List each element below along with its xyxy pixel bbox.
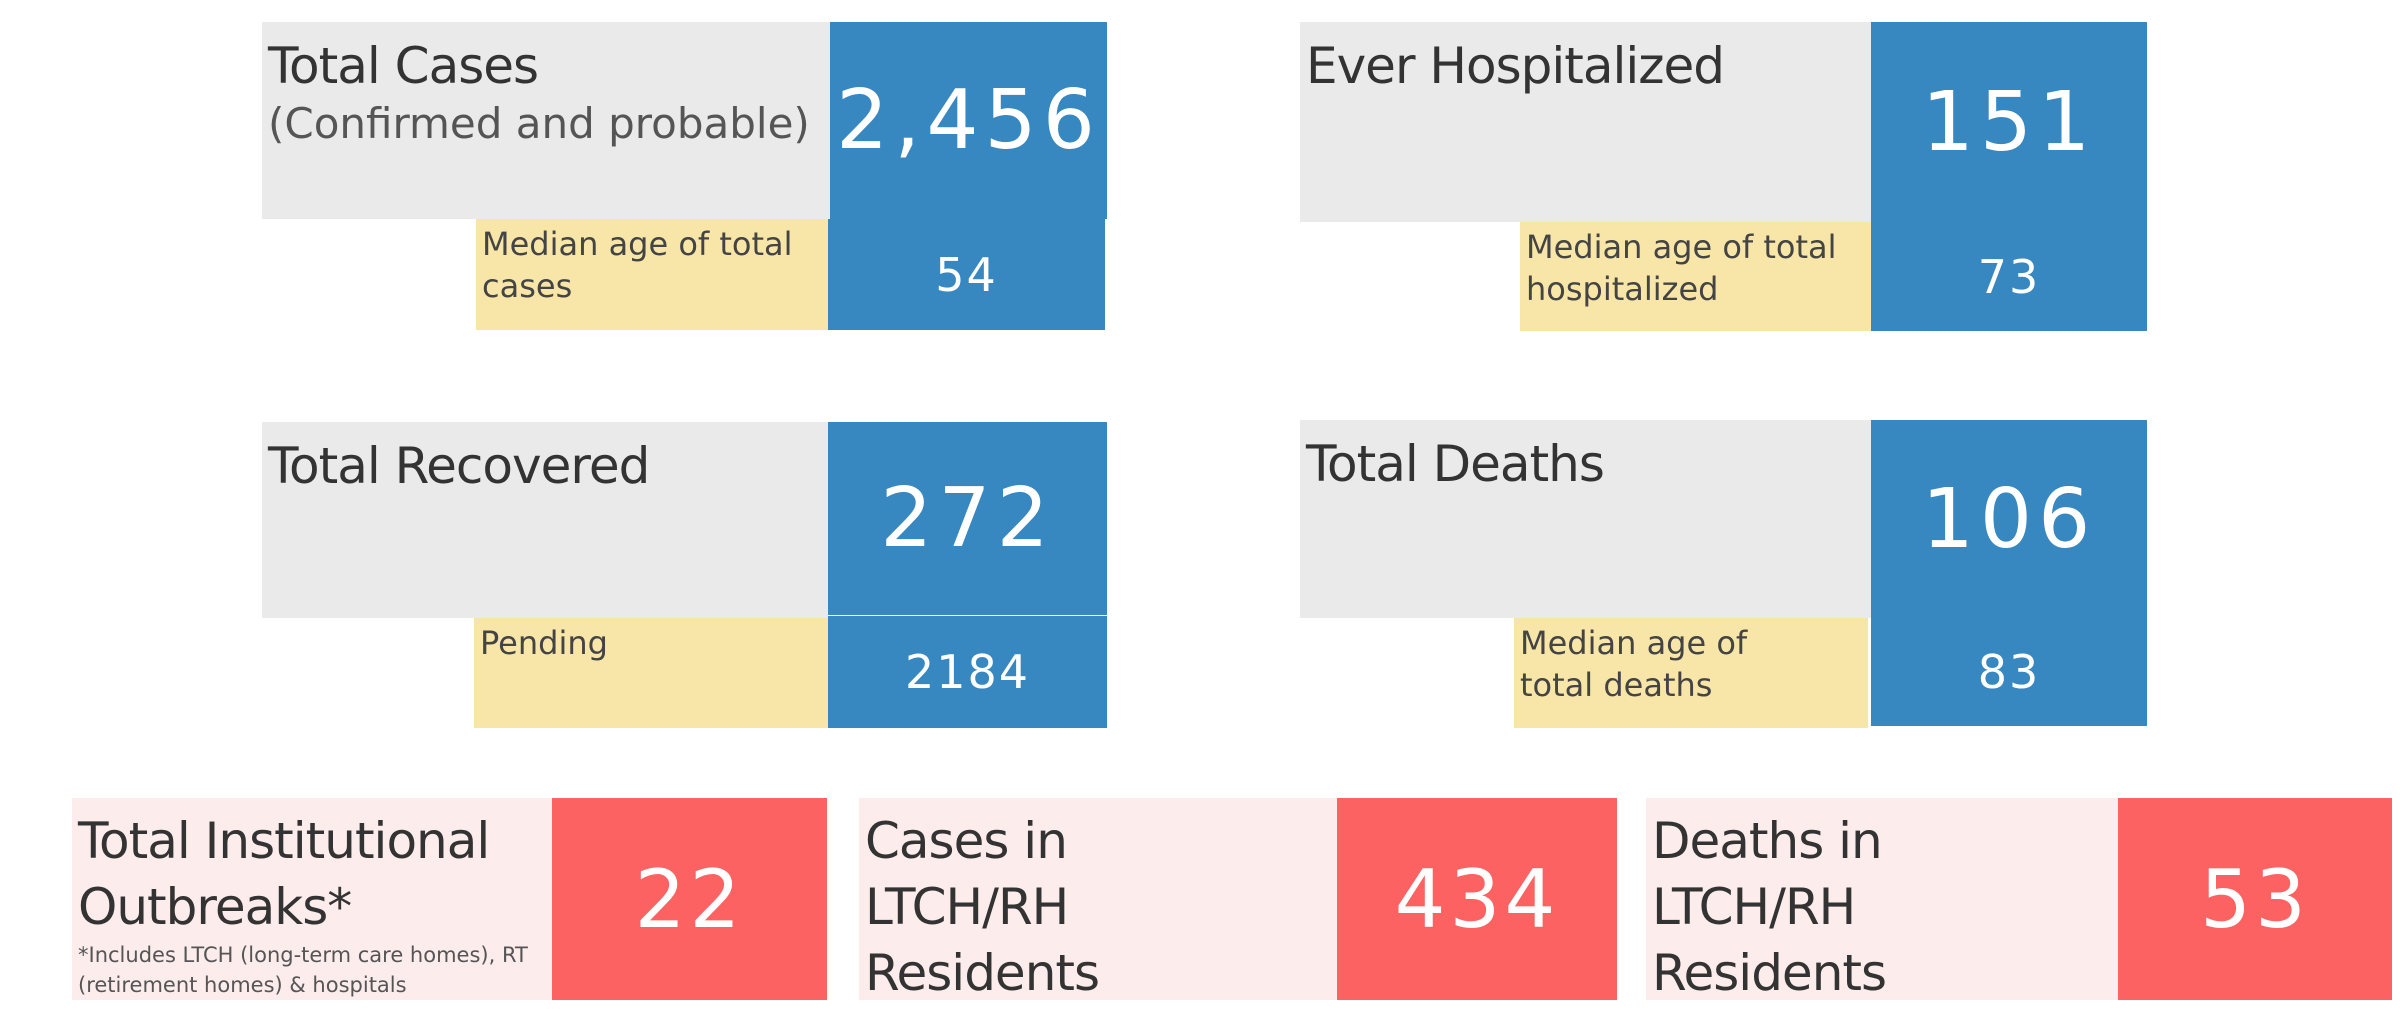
institutional-outbreaks-title: Total Institutional Outbreaks* [78,812,490,936]
total-recovered-label-box: Total Recovered [262,422,828,618]
ever-hospitalized-median-age-value: 73 [1871,222,2147,331]
total-recovered-pending-value: 2184 [828,616,1107,728]
ltch-cases-label-box: Cases in LTCH/RH Residents [859,798,1337,1002]
ever-hospitalized-median-age-label: Median age of total hospitalized [1520,222,1871,331]
total-cases-label-box: Total Cases (Confirmed and probable) [262,22,830,219]
ever-hospitalized-value: 151 [1871,22,2147,222]
total-recovered-pending-label: Pending [474,618,828,728]
total-cases-median-age-label: Median age of total cases [476,219,828,330]
total-recovered-value: 272 [828,422,1107,615]
total-recovered-title: Total Recovered [268,437,650,495]
ltch-deaths-label-box: Deaths in LTCH/RH Residents [1646,798,2118,1002]
total-cases-median-age-value: 54 [828,219,1105,330]
ltch-cases-title: Cases in LTCH/RH Residents [865,812,1100,1002]
total-cases-subtitle: (Confirmed and probable) [268,99,810,148]
total-cases-title: Total Cases [268,37,539,95]
institutional-outbreaks-label-box: Total Institutional Outbreaks* *Includes… [72,798,552,1000]
ltch-cases-value: 434 [1337,798,1617,1000]
total-deaths-title: Total Deaths [1306,435,1605,493]
ltch-deaths-title: Deaths in LTCH/RH Residents [1652,812,1887,1002]
total-deaths-label-box: Total Deaths [1300,420,1871,618]
total-deaths-median-age-label: Median age of total deaths [1514,618,1868,728]
ever-hospitalized-title: Ever Hospitalized [1306,37,1725,95]
institutional-outbreaks-value: 22 [552,798,827,1000]
ltch-deaths-value: 53 [2118,798,2392,1000]
total-cases-value: 2,456 [830,22,1107,219]
institutional-outbreaks-footnote: *Includes LTCH (long-term care homes), R… [78,943,528,997]
ever-hospitalized-label-box: Ever Hospitalized [1300,22,1871,222]
total-deaths-value: 106 [1871,420,2147,618]
total-deaths-median-age-value: 83 [1871,618,2147,726]
